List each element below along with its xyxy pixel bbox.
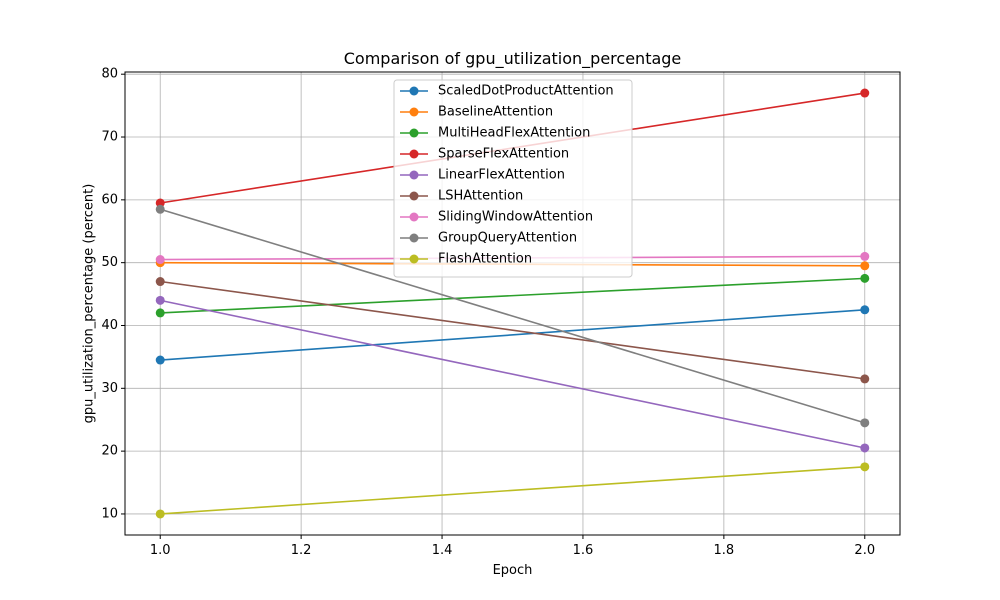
y-tick-label: 80: [101, 67, 118, 82]
data-point: [155, 355, 165, 365]
x-axis-label: Epoch: [493, 563, 533, 578]
data-point: [860, 273, 870, 283]
y-tick-label: 20: [101, 444, 118, 459]
data-point: [155, 198, 165, 208]
series-line: [160, 466, 865, 515]
legend-entry-label: LinearFlexAttention: [438, 168, 565, 183]
plot-frame: [124, 71, 901, 536]
series-line: [159, 208, 866, 424]
chart-title: Comparison of gpu_utilization_percentage: [344, 49, 682, 69]
data-point: [860, 88, 870, 98]
legend-entry-label: ScaledDotProductAttention: [438, 84, 614, 99]
legend-swatch-marker: [409, 170, 419, 180]
legend-entry-label: MultiHeadFlexAttention: [438, 126, 590, 141]
legend-entry-label: SlidingWindowAttention: [438, 210, 593, 225]
data-point: [860, 443, 870, 453]
data-point: [155, 204, 165, 214]
data-point: [860, 305, 870, 315]
data-point: [860, 251, 870, 261]
y-tick-label: 40: [101, 318, 118, 333]
legend-entry-label: SparseFlexAttention: [438, 147, 569, 162]
x-tick-label: 1.8: [714, 543, 735, 558]
legend-swatch-marker: [409, 107, 419, 117]
legend-swatch-marker: [409, 86, 419, 96]
legend-entry-label: BaselineAttention: [438, 105, 553, 120]
legend-entry-label: GroupQueryAttention: [438, 231, 577, 246]
legend-swatch-marker: [409, 254, 419, 264]
x-tick-label: 1.4: [432, 543, 453, 558]
y-tick-label: 70: [101, 130, 118, 145]
y-tick-label: 30: [101, 381, 118, 396]
data-point: [155, 295, 165, 305]
series-line: [160, 299, 865, 449]
data-point: [860, 462, 870, 472]
legend-entry-label: FlashAttention: [438, 252, 532, 267]
x-tick-label: 2.0: [854, 543, 875, 558]
series-line: [160, 277, 865, 314]
legend-swatch-marker: [409, 191, 419, 201]
y-tick-label: 50: [101, 255, 118, 270]
y-tick-label: 60: [101, 192, 118, 207]
x-tick-label: 1.6: [573, 543, 594, 558]
y-axis-label: gpu_utilization_percentage (percent): [82, 184, 97, 424]
legend: ScaledDotProductAttention BaselineAttenti…: [393, 79, 633, 278]
data-point: [860, 261, 870, 271]
x-tick-label: 1.2: [291, 543, 312, 558]
legend-swatch-marker: [409, 128, 419, 138]
data-point: [155, 509, 165, 519]
legend-entry-label: LSHAttention: [438, 189, 523, 204]
data-point: [860, 418, 870, 428]
data-point: [155, 255, 165, 265]
x-tick-label: 1.0: [150, 543, 171, 558]
legend-box: [393, 79, 633, 278]
data-point: [155, 308, 165, 318]
data-point: [155, 277, 165, 287]
legend-swatch-marker: [409, 149, 419, 159]
axis-ticks: 1.0 1.2 1.4 1.6 1.8 2.0 10 20 30 40 50 60 70 80: [101, 67, 875, 558]
data-point: [860, 374, 870, 384]
legend-swatch-marker: [409, 233, 419, 243]
legend-swatch-marker: [409, 212, 419, 222]
y-tick-label: 10: [101, 506, 118, 521]
series-line: [160, 280, 865, 380]
series-line: [160, 308, 865, 361]
